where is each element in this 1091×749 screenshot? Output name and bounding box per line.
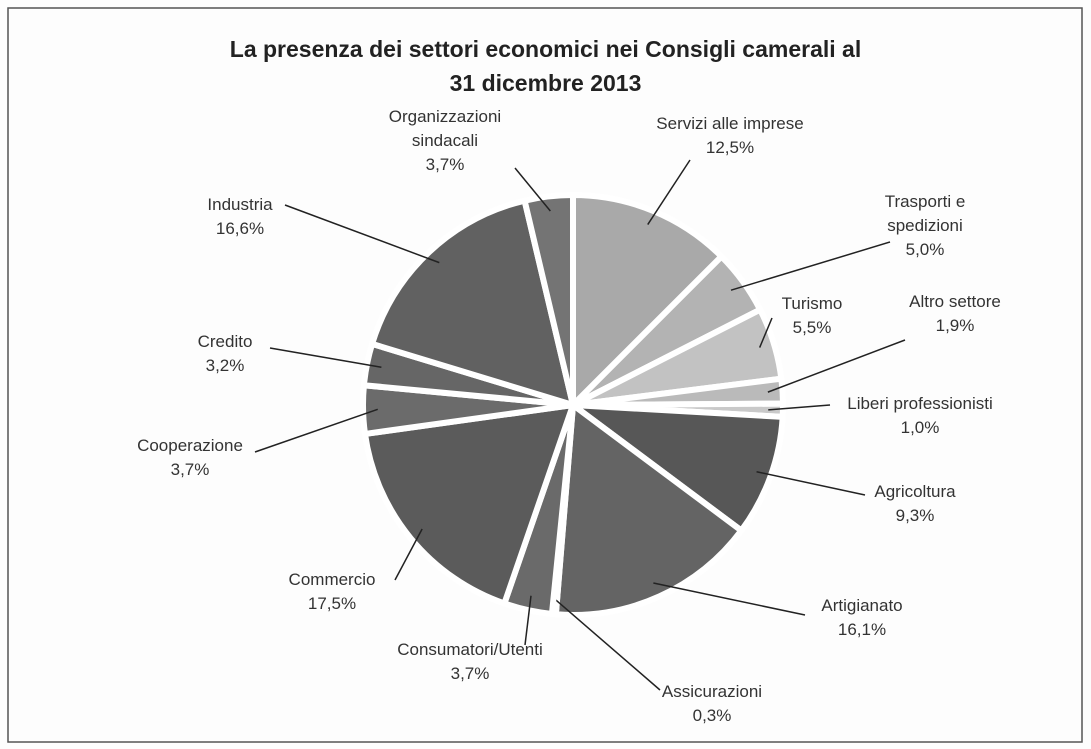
- pie-slice: [552, 402, 745, 618]
- slice-value: 5,5%: [792, 318, 832, 337]
- slice-name: Commercio: [288, 570, 376, 589]
- slice-name: Altro settore: [909, 292, 1001, 311]
- slice-name: Servizi alle imprese: [656, 114, 804, 133]
- slice-label: Organizzazioni sindacali 3,7%: [355, 105, 535, 177]
- slice-value: 12,5%: [705, 138, 755, 157]
- leader-line: [254, 408, 378, 453]
- slice-value: 3,7%: [425, 155, 465, 174]
- slice-value: 0,3%: [692, 706, 732, 725]
- slice-value: 3,7%: [170, 460, 210, 479]
- pie-slice: [570, 402, 786, 534]
- slice-name: Organizzazioni sindacali: [388, 107, 502, 150]
- leader-line: [647, 159, 691, 225]
- slice-name: Artigianato: [821, 596, 903, 615]
- chart-title: La presenza dei settori economici nei Co…: [229, 36, 862, 96]
- slice-label: Trasporti e spedizioni 5,0%: [855, 190, 995, 262]
- leader-line: [524, 595, 532, 646]
- slice-label: Consumatori/Utenti 3,7%: [360, 638, 580, 686]
- slice-label: Liberi professionisti 1,0%: [810, 392, 1030, 440]
- slice-name: Turismo: [781, 294, 843, 313]
- slice-value: 1,0%: [900, 418, 940, 437]
- slice-name: Liberi professionisti: [847, 394, 993, 413]
- slice-label: Agricoltura 9,3%: [850, 480, 980, 528]
- slice-name: Assicurazioni: [661, 682, 763, 701]
- pie-slice: [570, 192, 725, 408]
- slice-value: 16,6%: [215, 219, 265, 238]
- leader-line: [394, 528, 423, 581]
- slice-value: 9,3%: [895, 506, 935, 525]
- slice-value: 3,2%: [205, 356, 245, 375]
- slice-name: Consumatori/Utenti: [397, 640, 543, 659]
- slice-label: Artigianato 16,1%: [797, 594, 927, 642]
- slice-label: Turismo 5,5%: [762, 292, 862, 340]
- slice-value: 16,1%: [837, 620, 887, 639]
- leader-line: [730, 241, 891, 291]
- leader-line: [653, 582, 806, 616]
- slice-label: Cooperazione 3,7%: [110, 434, 270, 482]
- pie-slice: [362, 402, 576, 607]
- leader-line: [284, 204, 440, 264]
- slice-value: 17,5%: [307, 594, 357, 613]
- leader-line: [767, 339, 906, 393]
- slice-label: Industria 16,6%: [180, 193, 300, 241]
- slice-name: Cooperazione: [137, 436, 243, 455]
- leader-line: [514, 167, 551, 212]
- pie-slice: [521, 192, 576, 408]
- slice-label: Assicurazioni 0,3%: [637, 680, 787, 728]
- slice-value: 5,0%: [905, 240, 945, 259]
- slice-name: Trasporti e spedizioni: [884, 192, 966, 235]
- slice-label: Altro settore 1,9%: [900, 290, 1010, 338]
- slice-name: Industria: [207, 195, 273, 214]
- slice-name: Credito: [197, 332, 253, 351]
- leader-line: [768, 404, 831, 411]
- leader-line: [269, 347, 382, 368]
- slice-label: Servizi alle imprese 12,5%: [620, 112, 840, 160]
- slice-label: Credito 3,2%: [175, 330, 275, 378]
- slice-name: Agricoltura: [874, 482, 956, 501]
- slice-value: 1,9%: [935, 316, 975, 335]
- slice-value: 3,7%: [450, 664, 490, 683]
- slice-label: Commercio 17,5%: [267, 568, 397, 616]
- leader-line: [756, 470, 866, 496]
- chart-frame: [7, 7, 1083, 743]
- leader-line: [758, 317, 773, 348]
- pie-slice: [369, 197, 576, 408]
- leader-line: [554, 598, 661, 691]
